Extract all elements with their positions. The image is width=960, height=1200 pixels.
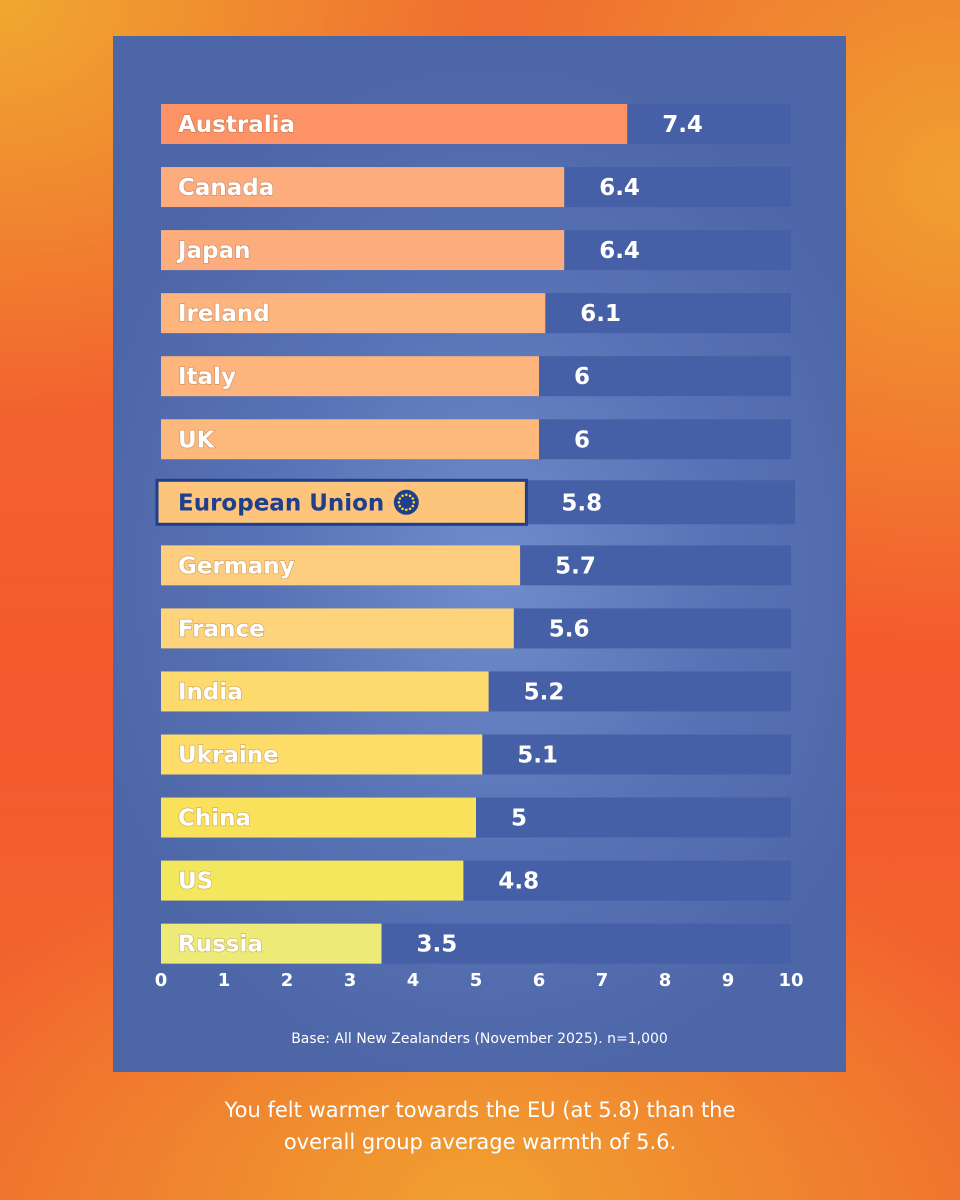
x-tick-label-1: 1 [218,970,231,991]
bar-japan [161,230,565,271]
bar-australia [161,104,628,144]
eu-flag-circle [393,489,419,515]
value-label-russia: 3.5 [417,932,458,958]
eu-flag-star [408,494,412,498]
bar-chart: Australia 7.4 Canada 6.4 Japan 6.4 Ireland 6.1 I… [155,104,804,991]
eu-flag-star [398,497,402,500]
category-label-italy: Italy [178,364,236,390]
eu-flag-star [411,497,415,500]
caption: You felt warmer towards the EU (at 5.8) … [130,1094,830,1158]
x-tick-label-2: 2 [281,970,294,991]
eu-flag-star [405,493,408,497]
x-tick-label-7: 7 [596,970,609,991]
bar-france [161,608,514,649]
value-label-germany: 5.7 [555,553,596,579]
category-label-china: China [178,806,251,832]
category-label-australia: Australia [178,112,295,138]
x-tick-label-3: 3 [344,970,357,991]
x-tick-label-6: 6 [533,970,546,991]
chart-panel: Australia 7.4 Canada 6.4 Japan 6.4 Ireland 6.1 I… [113,36,846,1072]
eu-flag-star [412,501,416,504]
value-label-ukraine: 5.1 [517,743,558,769]
category-label-japan: Japan [176,238,250,264]
value-label-canada: 6.4 [599,175,640,201]
category-label-us: US [178,869,213,895]
category-label-european-union: European Union [178,490,384,516]
eu-flag-star [411,504,415,508]
bar-germany [161,545,521,586]
x-tick-label-10: 10 [778,970,803,991]
value-label-ireland: 6.1 [580,301,621,327]
bar-china [161,797,476,838]
category-label-canada: Canada [178,175,274,201]
x-tick-label-8: 8 [659,970,672,991]
bar-ireland [161,293,546,334]
value-label-uk: 6 [574,427,590,453]
value-label-european-union: 5.8 [561,490,602,516]
category-label-ireland: Ireland [178,301,270,327]
value-label-australia: 7.4 [662,112,703,138]
eu-flag-star [398,504,402,508]
value-label-japan: 6.4 [599,238,640,264]
bar-russia [161,923,382,964]
value-label-china: 5 [511,806,527,832]
bar-india [161,671,489,712]
x-tick-label-5: 5 [470,970,483,991]
category-label-uk: UK [178,427,216,453]
base-footnote: Base: All New Zealanders (November 2025)… [291,1031,668,1047]
bar-european-union [155,478,528,526]
bar-uk [161,419,539,460]
bar-ukraine [161,734,483,775]
category-label-russia: Russia [178,932,263,958]
value-label-france: 5.6 [549,616,590,642]
eu-flag-star [401,507,404,511]
eu-flag-star [405,508,408,512]
eu-flag-star [401,494,404,498]
value-label-us: 4.8 [498,869,539,895]
eu-flag-star [408,507,412,511]
category-label-ukraine: Ukraine [178,743,279,769]
x-tick-label-9: 9 [722,970,735,991]
caption-line-1: You felt warmer towards the EU (at 5.8) … [224,1098,736,1122]
eu-flag-icon [393,489,419,515]
x-tick-label-0: 0 [155,970,168,991]
value-label-india: 5.2 [524,679,565,705]
value-label-italy: 6 [574,364,590,390]
bar-canada [161,167,565,208]
caption-line-2: overall group average warmth of 5.6. [283,1130,677,1154]
x-tick-label-4: 4 [407,970,420,991]
category-label-france: France [178,616,265,642]
bar-italy [161,356,539,397]
bar-us [161,860,464,901]
category-label-india: India [178,679,243,705]
eu-flag-star [397,501,401,504]
category-label-germany: Germany [178,553,295,579]
